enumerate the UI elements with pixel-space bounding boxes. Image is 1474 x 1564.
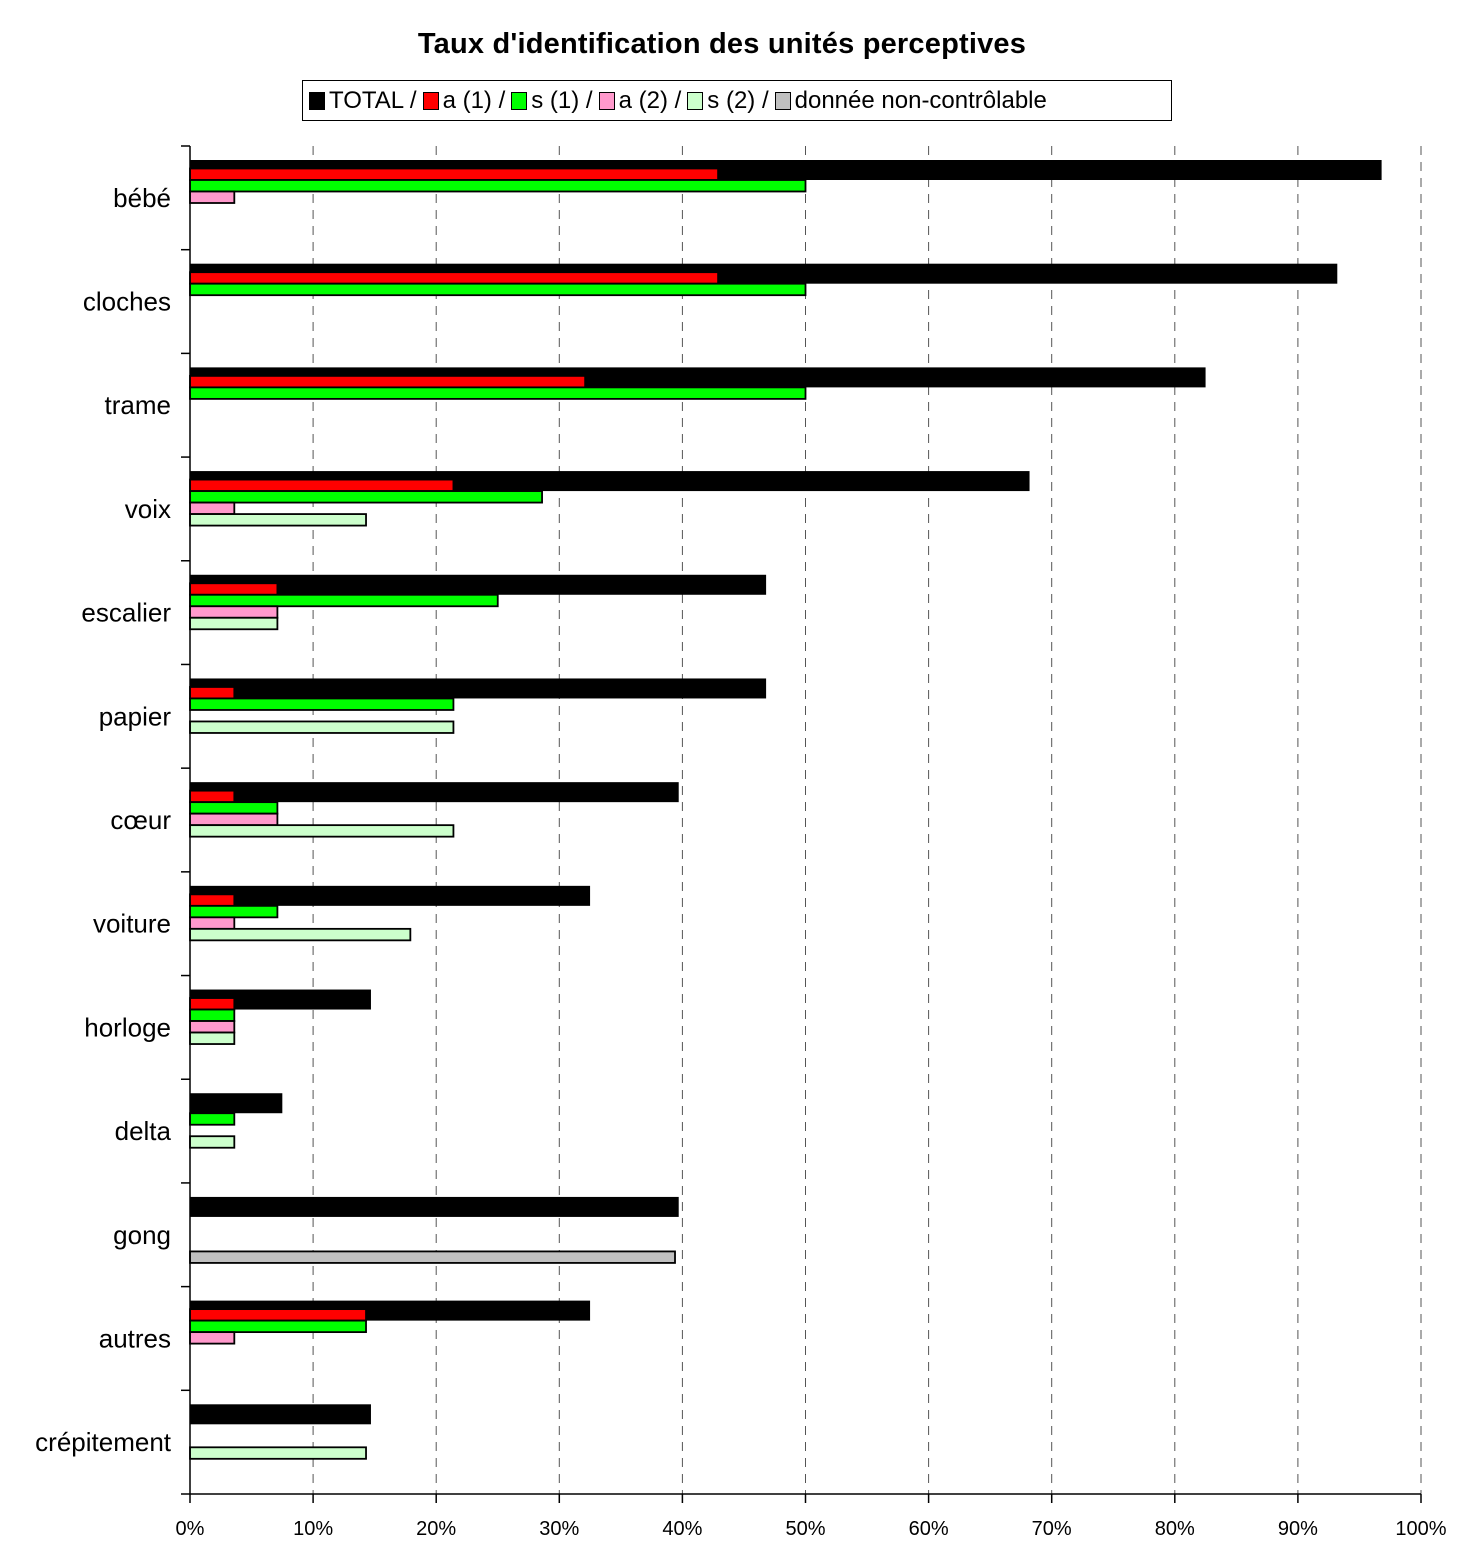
bar (189, 1331, 236, 1345)
category-label: voiture (93, 909, 171, 939)
category-label: autres (99, 1323, 171, 1353)
chart-title: Taux d'identification des unités percept… (417, 28, 1027, 60)
bar (189, 927, 412, 942)
x-tick-label: 10% (293, 1518, 333, 1540)
x-tick-label: 90% (1278, 1518, 1318, 1540)
bar (189, 697, 455, 711)
bar (189, 686, 236, 700)
bar (190, 678, 767, 699)
bar (189, 789, 236, 804)
x-tick-label: 70% (1032, 1518, 1072, 1540)
bar (189, 167, 719, 181)
bar (189, 386, 807, 400)
x-tick-label: 60% (909, 1518, 949, 1540)
bar (189, 490, 543, 504)
bar (189, 1446, 367, 1460)
x-tick-label: 80% (1155, 1518, 1195, 1540)
bar (189, 501, 236, 515)
category-label: escalier (81, 598, 171, 628)
bar (190, 1196, 679, 1217)
bar (189, 1031, 236, 1045)
bar (189, 605, 279, 619)
bar (189, 1250, 676, 1264)
x-tick-label: 50% (785, 1518, 825, 1540)
bar (189, 1135, 236, 1149)
bar (189, 190, 236, 204)
bar (189, 593, 499, 608)
category-label: papier (99, 701, 172, 731)
x-tick-label: 40% (662, 1518, 702, 1540)
bar (189, 720, 455, 734)
bar (189, 812, 279, 827)
legend-swatch (687, 91, 704, 110)
bar (189, 824, 455, 838)
bar (189, 1112, 236, 1126)
category-label: bébé (113, 183, 171, 213)
bar (189, 893, 236, 907)
x-tick-label: 0% (176, 1518, 205, 1540)
category-label: voix (125, 494, 171, 524)
bar (189, 1020, 236, 1034)
bar (189, 904, 279, 919)
legend-swatch (309, 91, 325, 110)
legend-label: a (1) / (442, 86, 506, 114)
legend-entry: TOTAL / (309, 87, 417, 115)
bar (189, 179, 807, 193)
bar (189, 374, 587, 389)
bar (190, 574, 767, 595)
legend-entry: s (2) / (687, 86, 769, 115)
legend-entry: a (1) / (422, 86, 506, 115)
legend-label: donnée non-contrôlable (794, 86, 1047, 114)
legend-entry: donnée non-contrôlable (774, 86, 1047, 115)
bar (189, 282, 807, 297)
category-label: cœur (110, 805, 171, 835)
bar (190, 885, 591, 906)
category-label: crépitement (35, 1427, 172, 1457)
bar (189, 1308, 367, 1322)
bar (189, 916, 236, 930)
legend-swatch (422, 91, 439, 110)
legend-entry: s (1) / (511, 86, 593, 115)
legend-swatch (774, 91, 791, 110)
bar (190, 989, 371, 1010)
category-label: delta (115, 1116, 172, 1146)
bar (189, 997, 236, 1011)
bar (189, 271, 719, 285)
x-tick-label: 20% (416, 1518, 456, 1540)
bar (190, 1404, 371, 1425)
legend-entry: a (2) / (598, 86, 682, 115)
legend-swatch (598, 91, 615, 110)
category-label: cloches (83, 287, 171, 317)
bar (189, 1008, 236, 1022)
legend-label: s (2) / (707, 86, 769, 114)
legend-label: a (2) / (618, 86, 682, 114)
bar (189, 513, 367, 527)
bar (189, 1319, 367, 1334)
x-tick-label: 100% (1395, 1518, 1446, 1540)
bar (189, 801, 279, 815)
legend: TOTAL / a (1) / s (1) / a (2) / s (2) / donné… (302, 80, 1172, 121)
bar (190, 1093, 283, 1114)
legend-swatch (511, 91, 528, 110)
bar (189, 616, 279, 631)
bar (189, 582, 279, 596)
legend-label: TOTAL / (329, 86, 417, 114)
category-label: horloge (84, 1012, 171, 1042)
bar (190, 782, 679, 803)
category-label: gong (113, 1220, 171, 1250)
x-tick-label: 30% (539, 1518, 579, 1540)
bar (189, 478, 455, 492)
category-label: trame (105, 390, 171, 420)
legend-label: s (1) / (531, 86, 593, 114)
